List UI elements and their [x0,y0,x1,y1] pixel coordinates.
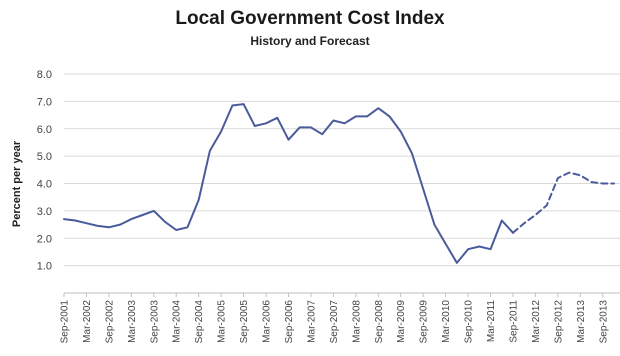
chart-subtitle: History and Forecast [250,34,370,48]
x-tick-label: Mar-2013 [576,300,587,343]
forecast-series-line [512,171,615,234]
y-tick-label: 6.0 [37,124,52,136]
y-axis-ticks: 1.0 2.0 3.0 4.0 5.0 6.0 7.0 8.0 [37,69,52,273]
x-tick-label: Sep-2012 [553,300,564,344]
y-axis-label: Percent per year [11,140,23,227]
x-tick-label: Mar-2012 [531,300,542,343]
x-tick-label: Sep-2011 [508,300,519,343]
x-tick-label: Sep-2001 [60,300,71,344]
x-tick-label: Sep-2004 [194,300,205,344]
x-tick-label: Sep-2007 [329,300,340,344]
y-tick-label: 7.0 [37,96,52,108]
y-tick-label: 4.0 [37,179,52,191]
x-tick-label: Mar-2007 [306,300,317,343]
y-tick-label: 2.0 [37,233,52,245]
x-tick-label: Mar-2011 [486,300,497,342]
x-tick-label: Mar-2004 [172,300,183,343]
y-tick-label: 8.0 [37,69,52,81]
y-tick-label: 5.0 [37,151,52,163]
x-tick-label: Mar-2010 [441,300,452,343]
x-tick-label: Sep-2009 [419,300,430,344]
x-tick-label: Sep-2010 [464,300,475,344]
x-tick-label: Mar-2006 [262,300,273,343]
x-tick-label: Sep-2003 [149,300,160,344]
x-tick-label: Mar-2009 [396,300,407,343]
y-tick-label: 1.0 [37,261,52,273]
x-tick-label: Mar-2003 [127,300,138,343]
x-tick-label: Sep-2006 [284,300,295,344]
x-axis-ticks: Sep-2001 Mar-2002 Sep-2002 Mar-2003 Sep-2003… [60,293,609,344]
x-tick-label: Sep-2008 [374,300,385,344]
x-tick-label: Mar-2002 [82,300,93,343]
x-tick-label: Mar-2005 [217,300,228,343]
chart-title: Local Government Cost Index [175,8,445,29]
x-tick-label: Sep-2005 [239,300,250,344]
gridlines [64,73,620,294]
x-tick-label: Sep-2013 [598,300,609,344]
series-lines [63,103,615,264]
x-tick-label: Mar-2008 [351,300,362,343]
x-tick-label: Sep-2002 [104,300,115,344]
y-tick-label: 3.0 [37,206,52,218]
